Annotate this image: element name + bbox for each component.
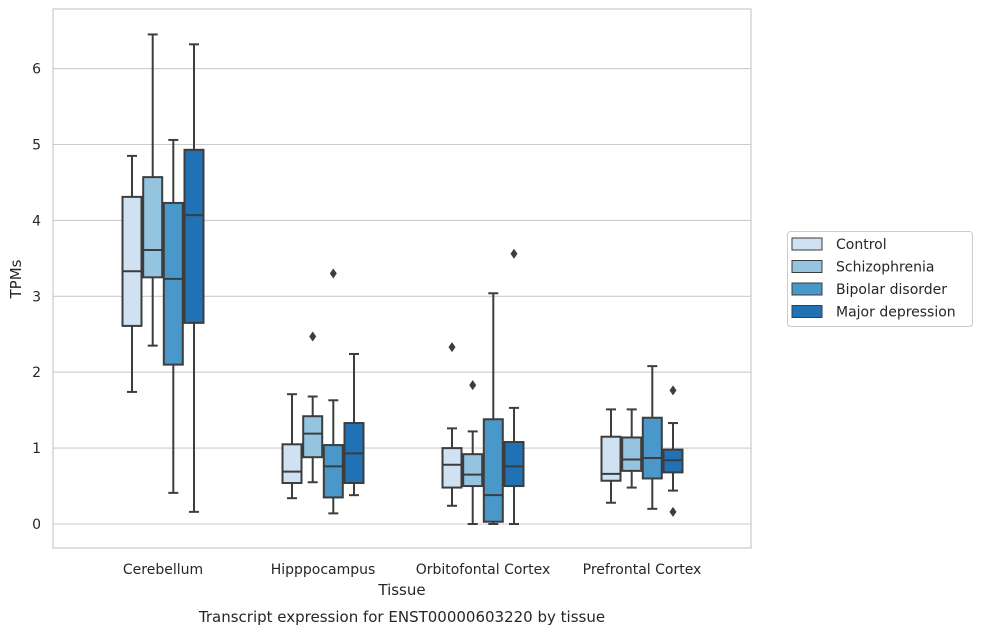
box [183, 148, 205, 324]
legend-label: Schizophrenia [836, 260, 934, 276]
legend: Control Schizophrenia Bipolar disorder Majo… [787, 231, 973, 327]
box [281, 443, 303, 485]
x-tick-label: Cerebellum [123, 562, 203, 578]
outlier-point [309, 331, 317, 342]
outlier-point [448, 342, 456, 353]
x-tick-labels: Cerebellum Hipppocampus Orbitofontal Corte… [123, 562, 701, 578]
outlier-point [669, 385, 677, 396]
box-schizophrenia-0 [142, 33, 164, 347]
y-axis-label: TPMs [7, 259, 25, 299]
x-tick-label: Orbitofontal Cortex [416, 562, 551, 578]
box-schizophrenia-3 [621, 408, 643, 489]
box-groups [121, 33, 684, 525]
legend-label: Major depression [836, 305, 956, 321]
box-bipolar-disorder-1 [322, 268, 344, 515]
box [641, 416, 663, 480]
legend-label: Control [836, 237, 887, 253]
box-bipolar-disorder-0 [162, 138, 184, 494]
box [600, 435, 622, 482]
x-axis-label: Tissue [377, 581, 425, 599]
box [441, 447, 463, 489]
outlier-point [669, 506, 677, 517]
box [121, 195, 143, 327]
box-control-1 [281, 393, 303, 500]
plot-frame [52, 8, 752, 549]
box-major-depression-2 [503, 248, 525, 525]
box-major-depression-0 [183, 43, 205, 513]
box [162, 201, 184, 366]
box-schizophrenia-1 [302, 331, 324, 484]
box-major-depression-1 [343, 352, 365, 497]
box-control-3 [600, 408, 622, 504]
box [322, 444, 344, 499]
outlier-point [510, 248, 518, 259]
box-schizophrenia-2 [462, 380, 484, 525]
box-control-0 [121, 154, 143, 393]
legend-label: Bipolar disorder [836, 282, 947, 298]
box-major-depression-3 [662, 385, 684, 517]
x-tick-label: Prefrontal Cortex [583, 562, 702, 578]
box [142, 176, 164, 279]
box [462, 453, 484, 488]
box-bipolar-disorder-3 [641, 365, 663, 510]
legend-frame [787, 231, 973, 327]
y-tick-label: 2 [32, 365, 41, 381]
box [503, 441, 525, 488]
y-tick-labels: 0 1 2 3 4 5 6 [32, 62, 41, 533]
chart-caption: Transcript expression for ENST0000060322… [198, 608, 605, 626]
legend-swatch [791, 305, 823, 318]
outlier-point [329, 268, 337, 279]
y-tick-label: 0 [32, 517, 41, 533]
legend-swatch [791, 237, 823, 251]
y-tick-label: 3 [32, 289, 41, 305]
y-tick-label: 4 [32, 213, 41, 229]
legend-swatch [791, 282, 823, 296]
box-bipolar-disorder-2 [482, 292, 504, 525]
outlier-point [469, 380, 477, 391]
box [482, 418, 504, 523]
y-tick-label: 5 [32, 138, 41, 154]
y-tick-label: 1 [32, 441, 41, 457]
box [621, 436, 643, 472]
box [302, 415, 324, 459]
box-control-2 [441, 342, 463, 507]
legend-swatch [791, 260, 823, 273]
y-tick-label: 6 [32, 62, 41, 78]
x-tick-label: Hipppocampus [271, 562, 376, 578]
